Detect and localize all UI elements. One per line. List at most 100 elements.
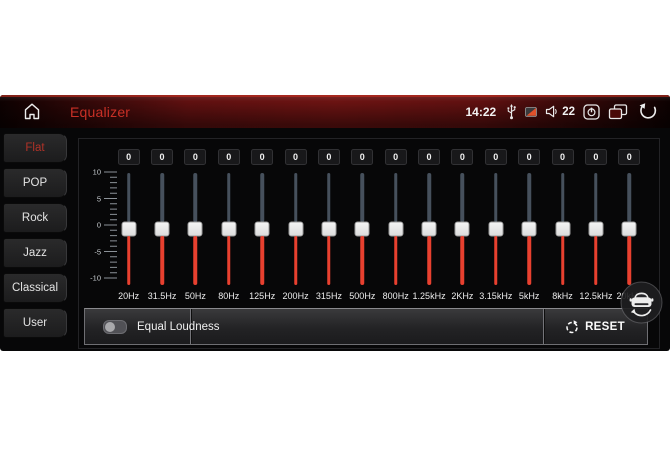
slider-track-upper[interactable] bbox=[527, 173, 531, 222]
slider-track-lower[interactable] bbox=[360, 236, 365, 285]
slider-thumb[interactable] bbox=[221, 221, 237, 237]
band-frequency-label: 20Hz bbox=[118, 291, 140, 301]
slider-thumb[interactable] bbox=[421, 221, 437, 237]
slider-track-lower[interactable] bbox=[393, 236, 398, 285]
slider-track-upper[interactable] bbox=[594, 173, 598, 222]
slider-track-upper[interactable] bbox=[360, 173, 365, 222]
band-frequency-label: 125Hz bbox=[249, 291, 276, 301]
band-slider[interactable] bbox=[287, 173, 304, 285]
scale-label: -5 bbox=[94, 247, 101, 256]
band-frequency-label: 200Hz bbox=[282, 291, 309, 301]
slider-track-upper[interactable] bbox=[327, 173, 331, 222]
equal-loudness-toggle[interactable] bbox=[103, 319, 127, 334]
slider-thumb[interactable] bbox=[354, 221, 370, 237]
slider-thumb[interactable] bbox=[254, 221, 270, 237]
eq-band: 0 5kHz bbox=[513, 143, 546, 301]
eq-band: 0 1.25kHz bbox=[412, 143, 446, 301]
slider-thumb[interactable] bbox=[187, 221, 203, 237]
band-slider[interactable] bbox=[254, 173, 271, 285]
slider-track-upper[interactable] bbox=[560, 173, 565, 222]
preset-tab-jazz[interactable]: Jazz bbox=[3, 238, 67, 268]
slider-track-upper[interactable] bbox=[193, 173, 198, 222]
eq-band: 0 31.5Hz bbox=[145, 143, 178, 301]
slider-thumb[interactable] bbox=[154, 221, 170, 237]
slider-track-lower[interactable] bbox=[627, 236, 632, 285]
slider-thumb[interactable] bbox=[121, 221, 137, 237]
eq-band: 0 80Hz bbox=[212, 143, 245, 301]
slider-track-lower[interactable] bbox=[460, 236, 465, 285]
band-slider[interactable] bbox=[621, 173, 638, 285]
preset-tab-user[interactable]: User bbox=[3, 308, 67, 338]
band-slider[interactable] bbox=[587, 173, 604, 285]
slider-thumb[interactable] bbox=[488, 221, 504, 237]
recent-apps-button[interactable] bbox=[608, 103, 628, 120]
slider-track-lower[interactable] bbox=[327, 236, 331, 285]
band-slider[interactable] bbox=[421, 173, 438, 285]
slider-track-lower[interactable] bbox=[494, 236, 498, 285]
band-value-box: 0 bbox=[317, 149, 340, 165]
head-unit-screen: Equalizer 14:22 bbox=[0, 95, 670, 351]
preset-sidebar: Flat POP Rock Jazz Classical User bbox=[3, 133, 67, 338]
slider-track-upper[interactable] bbox=[460, 173, 465, 222]
band-slider[interactable] bbox=[387, 173, 404, 285]
slider-track-upper[interactable] bbox=[494, 173, 498, 222]
slider-track-upper[interactable] bbox=[260, 173, 264, 222]
slider-track-lower[interactable] bbox=[427, 236, 431, 285]
band-slider[interactable] bbox=[320, 173, 337, 285]
power-button[interactable] bbox=[583, 103, 600, 120]
slider-track-lower[interactable] bbox=[594, 236, 598, 285]
band-slider[interactable] bbox=[454, 173, 471, 285]
band-slider[interactable] bbox=[154, 173, 171, 285]
tf-card-icon bbox=[525, 106, 538, 117]
slider-thumb[interactable] bbox=[454, 221, 470, 237]
slider-track-upper[interactable] bbox=[427, 173, 431, 222]
slider-track-upper[interactable] bbox=[227, 173, 231, 222]
slider-track-lower[interactable] bbox=[293, 236, 298, 285]
back-button[interactable] bbox=[636, 103, 658, 120]
recent-apps-icon bbox=[608, 103, 628, 119]
preset-tab-flat[interactable]: Flat bbox=[3, 133, 67, 163]
preset-tab-pop[interactable]: POP bbox=[3, 168, 67, 198]
slider-thumb[interactable] bbox=[288, 221, 304, 237]
preset-label: Rock bbox=[21, 212, 49, 224]
slider-thumb[interactable] bbox=[321, 221, 337, 237]
slider-track-lower[interactable] bbox=[193, 236, 198, 285]
band-value-box: 0 bbox=[518, 149, 541, 165]
slider-track-upper[interactable] bbox=[160, 173, 164, 222]
volume-level: 22 bbox=[562, 105, 575, 118]
band-slider[interactable] bbox=[354, 173, 371, 285]
band-slider[interactable] bbox=[487, 173, 504, 285]
back-icon bbox=[639, 103, 657, 119]
band-slider[interactable] bbox=[220, 173, 237, 285]
slider-track-lower[interactable] bbox=[260, 236, 264, 285]
band-slider[interactable] bbox=[554, 173, 571, 285]
equalizer-panel: 10 5 0 -5 -10 0 20Hz 0 31.5Hz 0 bbox=[78, 138, 660, 349]
eq-band: 0 3.15kHz bbox=[479, 143, 512, 301]
slider-track-lower[interactable] bbox=[227, 236, 231, 285]
slider-track-lower[interactable] bbox=[126, 236, 131, 285]
slider-track-lower[interactable] bbox=[160, 236, 164, 285]
preset-tab-rock[interactable]: Rock bbox=[3, 203, 67, 233]
page-title: Equalizer bbox=[70, 103, 131, 120]
home-button[interactable] bbox=[23, 102, 41, 121]
slider-track-lower[interactable] bbox=[527, 236, 531, 285]
slider-thumb[interactable] bbox=[588, 221, 604, 237]
reset-button[interactable]: RESET bbox=[543, 309, 647, 344]
band-slider[interactable] bbox=[120, 173, 137, 285]
preset-tab-classical[interactable]: Classical bbox=[3, 273, 67, 303]
slider-track-upper[interactable] bbox=[627, 173, 632, 222]
equal-loudness-label: Equal Loudness bbox=[137, 320, 220, 333]
slider-track-upper[interactable] bbox=[393, 173, 398, 222]
driving-mode-floating-button[interactable] bbox=[620, 281, 663, 324]
slider-thumb[interactable] bbox=[388, 221, 404, 237]
eq-band: 0 50Hz bbox=[179, 143, 212, 301]
slider-track-lower[interactable] bbox=[560, 236, 565, 285]
slider-track-upper[interactable] bbox=[126, 173, 131, 222]
slider-thumb[interactable] bbox=[555, 221, 571, 237]
band-slider[interactable] bbox=[521, 173, 538, 285]
slider-thumb[interactable] bbox=[621, 221, 637, 237]
band-slider[interactable] bbox=[187, 173, 204, 285]
slider-thumb[interactable] bbox=[521, 221, 537, 237]
band-value-box: 0 bbox=[484, 149, 507, 165]
slider-track-upper[interactable] bbox=[293, 173, 298, 222]
